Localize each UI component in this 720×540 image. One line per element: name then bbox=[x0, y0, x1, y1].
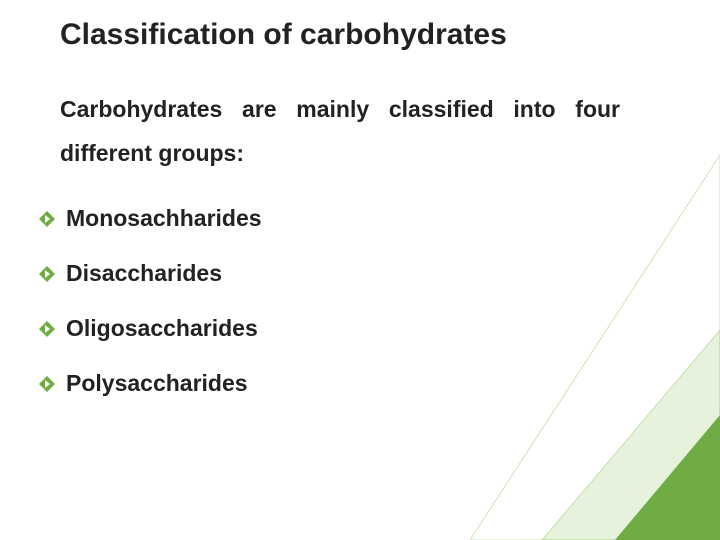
slide: Classification of carbohydrates Carbohyd… bbox=[0, 0, 720, 540]
diamond-arrow-right-icon bbox=[38, 210, 56, 228]
diamond-arrow-right-icon bbox=[38, 265, 56, 283]
bullet-label: Polysaccharides bbox=[66, 370, 248, 397]
slide-title: Classification of carbohydrates bbox=[60, 18, 720, 52]
list-item: Oligosaccharides bbox=[38, 315, 720, 342]
intro-text: Carbohydrates are mainly classified into… bbox=[60, 88, 620, 175]
bullet-label: Disaccharides bbox=[66, 260, 222, 287]
bullet-label: Monosachharides bbox=[66, 205, 262, 232]
list-item: Polysaccharides bbox=[38, 370, 720, 397]
diamond-arrow-right-icon bbox=[38, 320, 56, 338]
list-item: Monosachharides bbox=[38, 205, 720, 232]
bullet-label: Oligosaccharides bbox=[66, 315, 258, 342]
bullet-list: Monosachharides Disaccharides Oligosacch… bbox=[60, 205, 720, 397]
list-item: Disaccharides bbox=[38, 260, 720, 287]
diamond-arrow-right-icon bbox=[38, 375, 56, 393]
